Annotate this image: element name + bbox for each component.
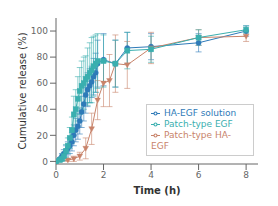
svg-text:40: 40 [37, 104, 49, 114]
html-text:Patch-type HA-EGF: Patch-type HA-EGF [151, 130, 231, 151]
html-text:Patch-type EGF: Patch-type EGF [164, 119, 233, 129]
svg-text:100: 100 [31, 26, 48, 36]
svg-text:2: 2 [101, 170, 107, 180]
svg-text:80: 80 [37, 52, 49, 62]
svg-text:4: 4 [148, 170, 154, 180]
html-text:HA-EGF solution: HA-EGF solution [164, 108, 237, 118]
svg-text:Time (h): Time (h) [133, 185, 180, 196]
svg-text:0: 0 [53, 170, 59, 180]
svg-text:0: 0 [42, 157, 48, 167]
svg-text:8: 8 [243, 170, 249, 180]
svg-text:Cumulative release (%): Cumulative release (%) [17, 32, 28, 149]
svg-text:6: 6 [196, 170, 202, 180]
svg-text:20: 20 [37, 131, 49, 141]
svg-text:60: 60 [37, 78, 49, 88]
